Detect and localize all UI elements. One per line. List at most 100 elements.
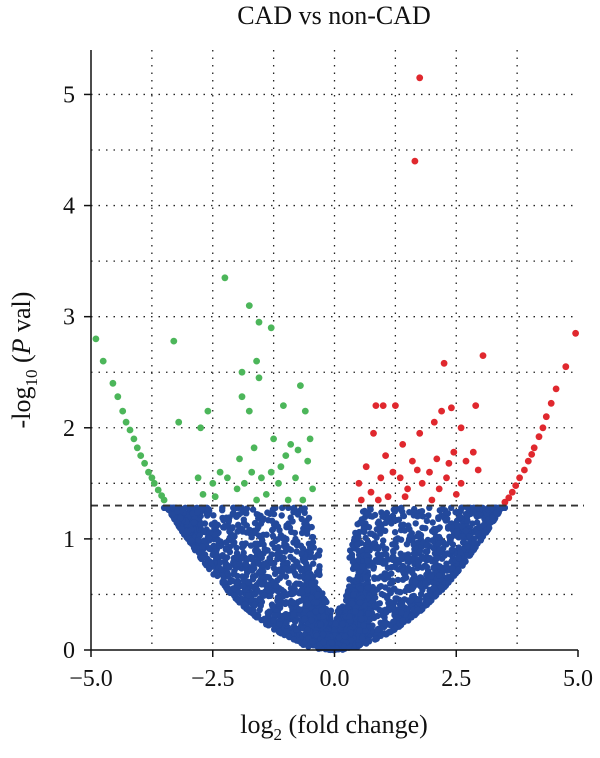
- ns-point: [188, 537, 195, 544]
- ns-point: [354, 574, 361, 582]
- ns-point: [398, 609, 405, 616]
- ns-point: [307, 544, 314, 551]
- downregulated-point: [309, 485, 316, 493]
- ns-point: [223, 554, 231, 561]
- ns-point: [210, 512, 217, 519]
- ns-point: [406, 509, 413, 516]
- upregulated-point: [433, 455, 441, 463]
- ns-point: [354, 541, 361, 548]
- downregulated-point: [170, 337, 178, 345]
- ns-point: [271, 612, 278, 619]
- upregulated-point: [367, 488, 375, 496]
- ns-point: [190, 519, 198, 526]
- ns-point: [194, 509, 201, 516]
- ns-point: [359, 563, 366, 570]
- ns-point: [380, 537, 387, 544]
- ns-point: [250, 561, 257, 569]
- ns-point: [264, 509, 271, 516]
- upregulated-point: [418, 479, 426, 487]
- ns-point: [319, 631, 327, 638]
- ns-point: [290, 563, 297, 570]
- ns-point: [405, 537, 413, 544]
- ns-point: [414, 596, 421, 603]
- downregulated-point: [262, 491, 270, 498]
- ns-point: [419, 524, 426, 531]
- y-tick-label: 4: [63, 194, 75, 220]
- upregulated-point: [572, 329, 579, 337]
- downregulated-point: [277, 463, 285, 471]
- ns-point: [260, 592, 268, 599]
- ns-point: [291, 529, 299, 537]
- ns-point: [400, 512, 407, 519]
- ns-point: [235, 589, 243, 596]
- ns-point: [429, 519, 436, 526]
- significant-points-group: [92, 74, 579, 506]
- ns-point: [266, 608, 273, 615]
- ns-point: [301, 615, 308, 623]
- upregulated-point: [462, 457, 470, 465]
- ns-point: [376, 555, 384, 562]
- ns-point: [377, 632, 384, 639]
- ns-point: [239, 583, 247, 590]
- downregulated-point: [126, 426, 134, 434]
- downregulated-point: [119, 407, 127, 415]
- upregulated-point: [411, 157, 419, 165]
- ns-point: [464, 505, 472, 512]
- ns-point: [436, 572, 443, 579]
- ns-point: [352, 608, 359, 615]
- ns-point: [260, 560, 267, 568]
- ns-point: [291, 582, 298, 589]
- ns-point: [414, 606, 421, 614]
- ns-point: [281, 565, 289, 572]
- y-tick-label: 0: [63, 638, 75, 664]
- upregulated-point: [450, 448, 458, 456]
- ns-point: [445, 579, 452, 586]
- ns-point: [435, 514, 442, 521]
- ns-point: [242, 561, 250, 568]
- ns-point: [285, 520, 292, 527]
- ns-point: [387, 598, 394, 606]
- ns-point: [478, 535, 485, 542]
- ns-point: [239, 544, 246, 551]
- ns-point: [402, 574, 409, 581]
- ns-point: [319, 590, 326, 597]
- ns-point: [291, 618, 299, 626]
- ns-point: [383, 609, 390, 616]
- upregulated-point: [440, 359, 448, 367]
- x-tick-label: 0.0: [320, 666, 350, 692]
- downregulated-point: [255, 318, 263, 326]
- downregulated-point: [150, 479, 158, 487]
- upregulated-point: [401, 493, 409, 501]
- ns-point: [363, 546, 371, 553]
- ns-point: [374, 612, 381, 620]
- downregulated-point: [216, 468, 224, 476]
- ns-point: [314, 551, 322, 558]
- ns-point: [289, 590, 297, 597]
- ns-point: [430, 580, 437, 587]
- downregulated-point: [255, 374, 263, 382]
- upregulated-point: [396, 474, 404, 482]
- ns-point: [313, 599, 320, 606]
- ns-point: [418, 508, 426, 515]
- ns-point: [164, 505, 171, 512]
- ns-point: [470, 539, 478, 546]
- ns-point: [436, 563, 443, 570]
- ns-point: [314, 591, 321, 599]
- ns-point: [195, 549, 203, 556]
- ns-point: [422, 580, 429, 587]
- ns-point: [254, 614, 261, 621]
- ns-point: [243, 510, 250, 517]
- upregulated-point: [435, 485, 443, 493]
- x-tick-label: 2.5: [441, 666, 471, 692]
- ns-point: [240, 577, 247, 584]
- downregulated-point: [211, 493, 219, 501]
- downregulated-point: [114, 393, 122, 401]
- ns-point: [252, 540, 259, 547]
- ns-point: [210, 542, 217, 549]
- x-tick-label: 5.0: [563, 666, 593, 692]
- ns-point: [255, 560, 262, 567]
- ns-point: [346, 583, 353, 590]
- upregulated-point: [430, 418, 438, 426]
- ns-point: [459, 560, 467, 567]
- ns-point: [364, 557, 371, 565]
